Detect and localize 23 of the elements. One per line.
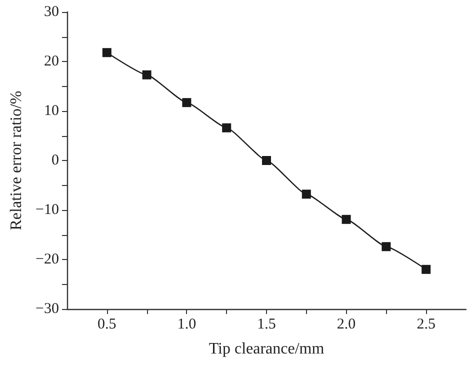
x-tick-label: 0.5 [98,316,116,332]
y-tick-label: 20 [44,54,59,70]
y-tick-label: 10 [44,103,59,119]
x-tick-label: 2.0 [336,316,356,332]
y-tick-label: −20 [36,252,59,268]
y-tick-label: 0 [52,152,59,168]
point [222,123,232,132]
x-tick-label: 1.5 [257,316,276,332]
x-tick-label: 1.0 [177,316,196,332]
y-tick-label: −30 [36,301,59,317]
point [142,70,152,80]
point [182,98,192,108]
point [302,190,311,199]
point [382,242,391,252]
point [262,156,271,165]
y-tick-label: −10 [36,202,59,218]
y-tick-label: 30 [44,4,59,20]
point [102,48,112,58]
x-axis-title: Tip clearance/mm [208,340,325,358]
y-axis-title: Relative error ratio/% [8,90,26,230]
point [422,264,431,274]
point [342,214,351,224]
x-tick-label: 2.5 [416,316,436,332]
